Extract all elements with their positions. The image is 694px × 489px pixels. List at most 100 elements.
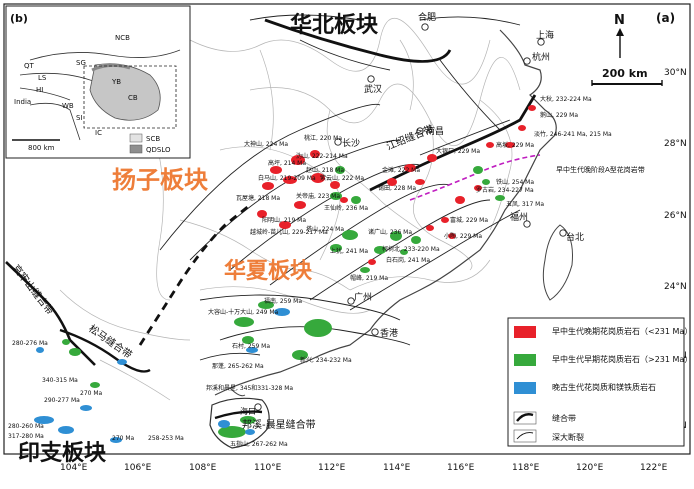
svg-text:SG: SG xyxy=(76,59,86,67)
legend-late: 早中生代晚期花岗质岩石（<231 Ma） xyxy=(552,326,692,336)
legend-suture-symbol xyxy=(516,413,534,422)
songma-suture xyxy=(59,328,151,373)
svg-text:帽峰, 219 Ma: 帽峰, 219 Ma xyxy=(350,274,388,282)
svg-text:HI: HI xyxy=(36,86,43,94)
svg-text:罗古岩, 234-227 Ma: 罗古岩, 234-227 Ma xyxy=(476,186,534,194)
north-china-boundary xyxy=(264,18,452,63)
early-granite-bodies xyxy=(62,166,505,438)
city-taipei: 台北 xyxy=(566,231,584,243)
legend-fault-symbol xyxy=(516,432,534,440)
scale-bar: 200 km xyxy=(591,67,663,86)
svg-text:270 Ma: 270 Ma xyxy=(80,390,103,397)
svg-text:上犹, 241 Ma: 上犹, 241 Ma xyxy=(330,247,368,255)
svg-text:258-253 Ma: 258-253 Ma xyxy=(148,435,184,442)
svg-text:赵山, 218 Ma: 赵山, 218 Ma xyxy=(306,166,344,174)
svg-text:120°E: 120°E xyxy=(576,463,604,473)
city-hangzhou: 杭州 xyxy=(532,51,550,63)
city-haikou: 海口 xyxy=(240,406,256,416)
svg-text:塔山, 224 Ma: 塔山, 224 Ma xyxy=(306,225,344,233)
city-hefei: 合肥 xyxy=(418,11,436,23)
hainan-outline xyxy=(209,397,270,449)
legend-fault: 深大断裂 xyxy=(552,432,584,442)
svg-text:白石岗, 241 Ma: 白石岗, 241 Ma xyxy=(386,256,430,264)
svg-text:NCB: NCB xyxy=(115,34,130,42)
paleozoic-granite-bodies xyxy=(34,308,290,443)
svg-text:邦溪和晨星, 345和331-328 Ma: 邦溪和晨星, 345和331-328 Ma xyxy=(206,384,293,392)
svg-text:王仙岭, 236 Ma: 王仙岭, 236 Ma xyxy=(324,204,368,212)
pluton-labels: 大秋, 232-224 Ma 鹅山, 229 Ma 淡竹, 246-241 Ma… xyxy=(8,95,612,448)
svg-text:WB: WB xyxy=(62,102,74,110)
svg-text:紫云山, 222 Ma: 紫云山, 222 Ma xyxy=(320,174,364,182)
svg-text:30°N: 30°N xyxy=(664,68,687,78)
svg-text:高坪, 214 Ma: 高坪, 214 Ma xyxy=(268,159,306,167)
taiwan-outline xyxy=(542,224,573,301)
svg-text:26°N: 26°N xyxy=(664,211,687,221)
svg-text:越城岭-苗儿山, 229-217 Ma: 越城岭-苗儿山, 229-217 Ma xyxy=(250,228,328,236)
coastline xyxy=(214,29,557,396)
city-shanghai: 上海 xyxy=(536,29,554,41)
svg-text:大秋, 232-224 Ma: 大秋, 232-224 Ma xyxy=(540,95,592,103)
svg-text:SI: SI xyxy=(76,114,83,122)
svg-text:200 km: 200 km xyxy=(602,67,648,80)
svg-text:高坂, 229 Ma: 高坂, 229 Ma xyxy=(496,141,534,149)
svg-text:石村, 259 Ma: 石村, 259 Ma xyxy=(232,342,270,350)
svg-text:IC: IC xyxy=(95,129,102,137)
svg-text:India: India xyxy=(14,98,31,106)
city-wuhan: 武汉 xyxy=(364,83,382,95)
svg-text:金滩, 222 Ma: 金滩, 222 Ma xyxy=(382,166,420,174)
svg-text:28°N: 28°N xyxy=(664,139,687,149)
svg-text:317-280 Ma: 317-280 Ma xyxy=(8,433,44,440)
label-a-type-belt: 早中生代晚阶段A型花岗岩带 xyxy=(556,165,645,174)
longitude-labels: 104°E 106°E 108°E 110°E 112°E 114°E 116°… xyxy=(60,463,668,473)
svg-text:柯树北, 233-220 Ma: 柯树北, 233-220 Ma xyxy=(382,245,440,253)
jiangshao-suture xyxy=(369,94,537,192)
svg-text:桃江, 220 Ma: 桃江, 220 Ma xyxy=(304,134,342,142)
svg-text:290-277 Ma: 290-277 Ma xyxy=(44,397,80,404)
panel-b-label: (b) xyxy=(10,12,28,25)
svg-text:24°N: 24°N xyxy=(664,282,687,292)
svg-text:800 km: 800 km xyxy=(28,144,55,152)
svg-text:大银厂, 229 Ma: 大银厂, 229 Ma xyxy=(436,147,480,155)
svg-text:富城, 229 Ma: 富城, 229 Ma xyxy=(450,216,488,224)
svg-text:LS: LS xyxy=(38,74,47,82)
svg-text:诸广山, 236 Ma: 诸广山, 236 Ma xyxy=(368,228,412,236)
svg-text:锡田, 228 Ma: 锡田, 228 Ma xyxy=(378,184,416,192)
svg-text:小陶, 229 Ma: 小陶, 229 Ma xyxy=(444,232,482,240)
svg-text:106°E: 106°E xyxy=(124,463,152,473)
svg-text:YB: YB xyxy=(111,78,121,86)
svg-text:114°E: 114°E xyxy=(383,463,411,473)
svg-text:白马山, 219-209 Ma: 白马山, 219-209 Ma xyxy=(258,174,316,182)
bangxi-suture xyxy=(214,410,263,420)
svg-text:五凤, 317 Ma: 五凤, 317 Ma xyxy=(506,201,544,208)
svg-text:瓦屋塘, 218 Ma: 瓦屋塘, 218 Ma xyxy=(236,194,280,202)
svg-text:122°E: 122°E xyxy=(640,463,668,473)
svg-text:116°E: 116°E xyxy=(447,463,475,473)
city-fuzhou: 福州 xyxy=(510,211,528,223)
svg-text:淡竹, 246-241 Ma, 215 Ma: 淡竹, 246-241 Ma, 215 Ma xyxy=(534,130,612,138)
svg-text:福南, 259 Ma: 福南, 259 Ma xyxy=(264,297,302,305)
plate-north-china: 华北板块 xyxy=(290,12,379,38)
city-changsha: 长沙 xyxy=(342,137,360,149)
svg-text:新兴, 234-232 Ma: 新兴, 234-232 Ma xyxy=(300,356,352,364)
plate-cathaysia: 华夏板块 xyxy=(224,258,313,284)
plate-indochina: 印支板块 xyxy=(18,441,107,466)
svg-text:SCB: SCB xyxy=(146,135,160,143)
inset-study-area xyxy=(83,65,177,129)
legend-early: 早中生代早期花岗质岩石（>231 Ma） xyxy=(552,354,692,364)
deep-faults xyxy=(159,14,521,361)
svg-text:阳明山, 219 Ma: 阳明山, 219 Ma xyxy=(262,216,306,224)
svg-text:大容山-十万大山, 249 Ma: 大容山-十万大山, 249 Ma xyxy=(208,308,279,316)
plate-yangtze: 扬子板块 xyxy=(112,166,208,194)
svg-text:关帝庙, 223 Ma: 关帝庙, 223 Ma xyxy=(296,192,340,200)
north-arrow: N xyxy=(614,13,625,58)
city-hongkong: 香港 xyxy=(380,327,398,339)
city-markers xyxy=(254,23,567,411)
svg-text:108°E: 108°E xyxy=(189,463,217,473)
inset-map: (b) NCB QT SG LS YB HI CB India SI IC WB… xyxy=(5,5,191,159)
svg-text:那蓬, 265-262 Ma: 那蓬, 265-262 Ma xyxy=(212,362,264,370)
svg-text:280-260 Ma: 280-260 Ma xyxy=(8,423,44,430)
legend: 早中生代晚期花岗质岩石（<231 Ma） 早中生代早期花岗质岩石（>231 Ma… xyxy=(507,317,692,447)
late-granite-bodies xyxy=(257,105,536,265)
svg-text:118°E: 118°E xyxy=(512,463,540,473)
